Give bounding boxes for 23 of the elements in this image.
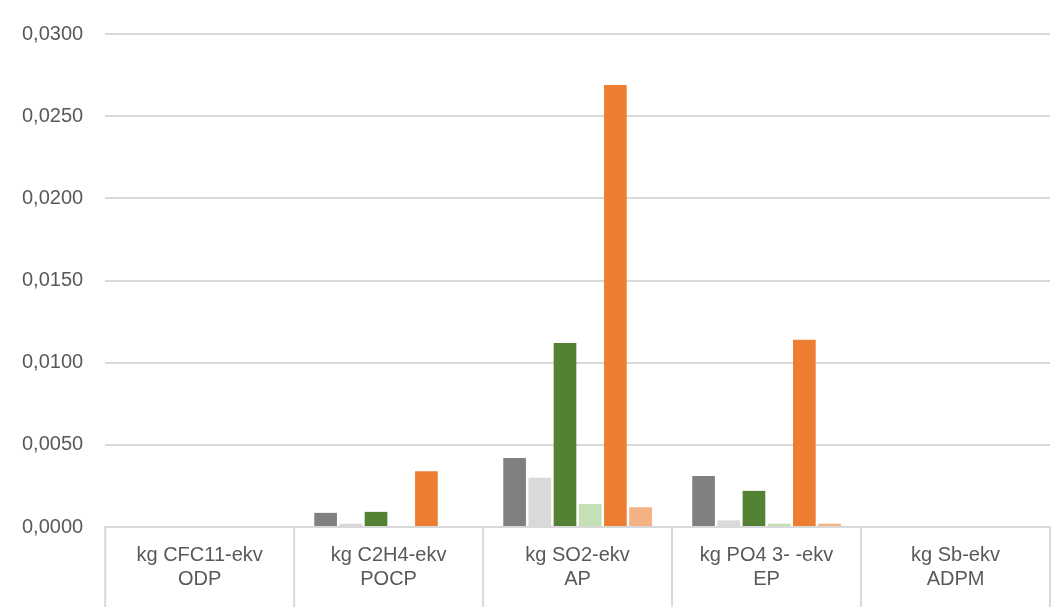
bar (314, 512, 337, 526)
bar (793, 339, 816, 526)
bar (415, 471, 438, 526)
x-tick-label: kg PO4 3- -ekv EP (699, 542, 834, 589)
y-tick-label: 0,0000 (22, 514, 84, 537)
x-tick-label: kg SO2-ekv AP (525, 542, 630, 589)
bar (629, 507, 652, 526)
bar (692, 476, 715, 526)
x-tick-label: kg Sb-ekv ADPM (911, 542, 1000, 589)
y-tick-label: 0,0050 (22, 432, 84, 455)
bar (553, 342, 577, 526)
y-tick-label: 0,0250 (22, 103, 84, 126)
bar (578, 503, 602, 526)
y-tick-label: 0,0100 (22, 350, 84, 373)
x-tick-label: kg CFC11-ekv ODP (136, 542, 263, 589)
y-tick-label: 0,0300 (22, 21, 84, 44)
x-tick-label: kg C2H4-ekv POCP (330, 542, 447, 589)
bar (364, 511, 388, 526)
bar (604, 84, 627, 526)
y-tick-label: 0,0150 (22, 268, 84, 291)
bar (503, 457, 526, 526)
y-tick-label: 0,0200 (22, 185, 84, 208)
bar (742, 490, 766, 526)
